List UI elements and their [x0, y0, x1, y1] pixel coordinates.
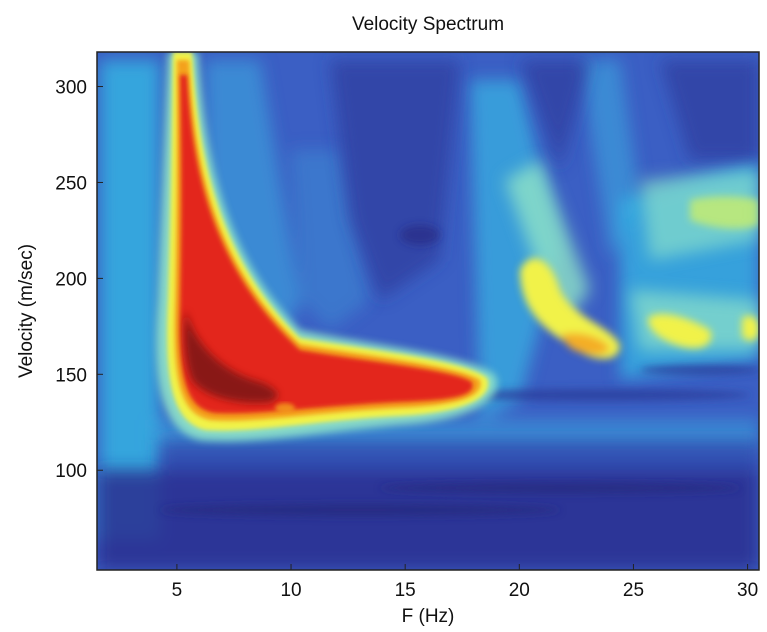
- x-tick-label: 5: [172, 580, 183, 601]
- y-axis-label: Velocity (m/sec): [16, 244, 37, 378]
- chart-title: Velocity Spectrum: [352, 14, 504, 35]
- x-tick-label: 10: [280, 580, 301, 601]
- main-ridge: [156, 52, 498, 442]
- y-axis: 100 150 200 250 300: [55, 78, 103, 482]
- y-tick-label: 250: [55, 173, 87, 194]
- heatmap-area: [97, 52, 759, 570]
- y-tick-label: 300: [55, 78, 87, 99]
- x-tick-label: 25: [623, 580, 644, 601]
- x-tick-label: 30: [737, 580, 758, 601]
- x-tick-label: 15: [395, 580, 416, 601]
- secondary-ridges: [505, 160, 759, 359]
- x-tick-label: 20: [509, 580, 530, 601]
- y-tick-label: 200: [55, 269, 87, 290]
- x-axis-label: F (Hz): [402, 606, 455, 627]
- y-tick-label: 150: [55, 365, 87, 386]
- x-axis: 5 10 15 20 25 30: [172, 564, 758, 601]
- dark-streaks: [160, 225, 759, 516]
- y-tick-label: 100: [55, 461, 87, 482]
- plot-frame: [96, 51, 760, 571]
